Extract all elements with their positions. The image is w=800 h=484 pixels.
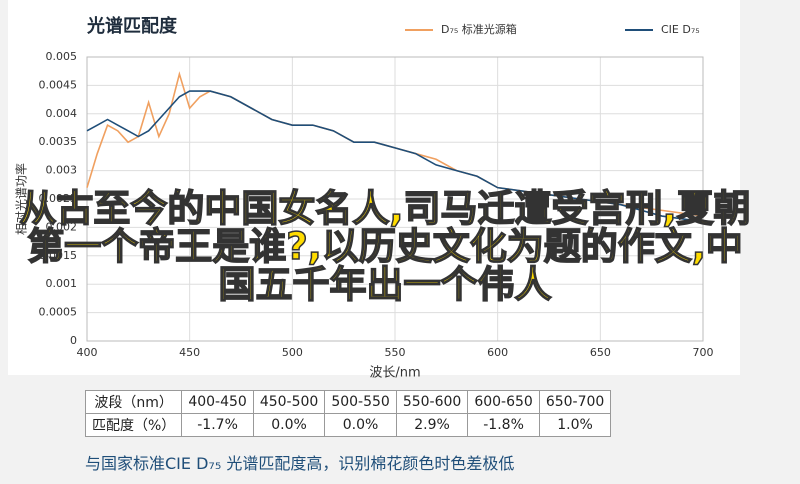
x-tick-label: 600	[487, 346, 508, 359]
table-cell: 400-450	[181, 390, 254, 414]
plot-frame	[86, 56, 704, 342]
y-tick-label: 0.003	[46, 164, 78, 177]
table-row: 波段（nm） 400-450 450-500 500-550 550-600 600-65…	[84, 390, 612, 414]
table-cell: 2.9%	[395, 413, 469, 437]
legend-label: D₇₅ 标准光源箱	[441, 22, 517, 36]
x-axis-label: 波长/nm	[369, 366, 420, 381]
y-tick-label: 0.0015	[39, 249, 78, 262]
table-cell: -1.7%	[181, 413, 254, 437]
y-tick-label: 0.002	[46, 220, 78, 233]
table-cell: 550-600	[395, 390, 469, 414]
y-tick-label: 0.001	[46, 277, 78, 290]
series-line	[86, 90, 704, 223]
y-axis-label: 相对光谱功率	[14, 163, 29, 235]
x-tick-label: 500	[282, 346, 303, 359]
y-tick-label: 0	[70, 334, 77, 347]
table-cell: 450-500	[252, 390, 326, 414]
caption: 与国家标准CIE D₇₅ 光谱匹配度高，识别棉花颜色时色差极低	[85, 454, 515, 473]
x-tick-label: 700	[693, 346, 714, 359]
table-cell: 匹配度（%）	[84, 413, 183, 437]
table-row: 匹配度（%） -1.7% 0.0% 0.0% 2.9% -1.8% 1.0%	[84, 413, 612, 437]
x-tick-label: 400	[77, 346, 98, 359]
y-tick-label: 0.0035	[39, 135, 78, 148]
table-cell: 0.0%	[324, 413, 397, 437]
x-tick-label: 650	[590, 346, 611, 359]
chart-title: 光谱匹配度	[86, 15, 178, 37]
table-cell: 1.0%	[538, 413, 612, 437]
x-tick-label: 450	[179, 346, 200, 359]
x-tick-label: 550	[385, 346, 406, 359]
table-cell: -1.8%	[467, 413, 540, 437]
legend-label: CIE D₇₅	[661, 23, 700, 36]
y-tick-label: 0.005	[46, 50, 78, 63]
table-cell: 0.0%	[252, 413, 326, 437]
table-cell: 波段（nm）	[84, 390, 183, 414]
y-tick-label: 0.0045	[39, 78, 78, 91]
y-tick-label: 0.0005	[39, 306, 78, 319]
overlay-text: 从古至今的中国女名人,司马迁遭受宫刑,夏朝第一个帝王是谁?,以历史文化为题的作文…	[19, 187, 752, 306]
spec-table: 波段（nm） 400-450 450-500 500-550 550-600 600-65…	[84, 390, 612, 437]
y-tick-label: 0.0025	[39, 192, 78, 205]
table-cell: 600-650	[467, 390, 540, 414]
table-cell: 500-550	[324, 390, 397, 414]
table-cell: 650-700	[538, 390, 612, 414]
y-tick-label: 0.004	[46, 107, 78, 120]
